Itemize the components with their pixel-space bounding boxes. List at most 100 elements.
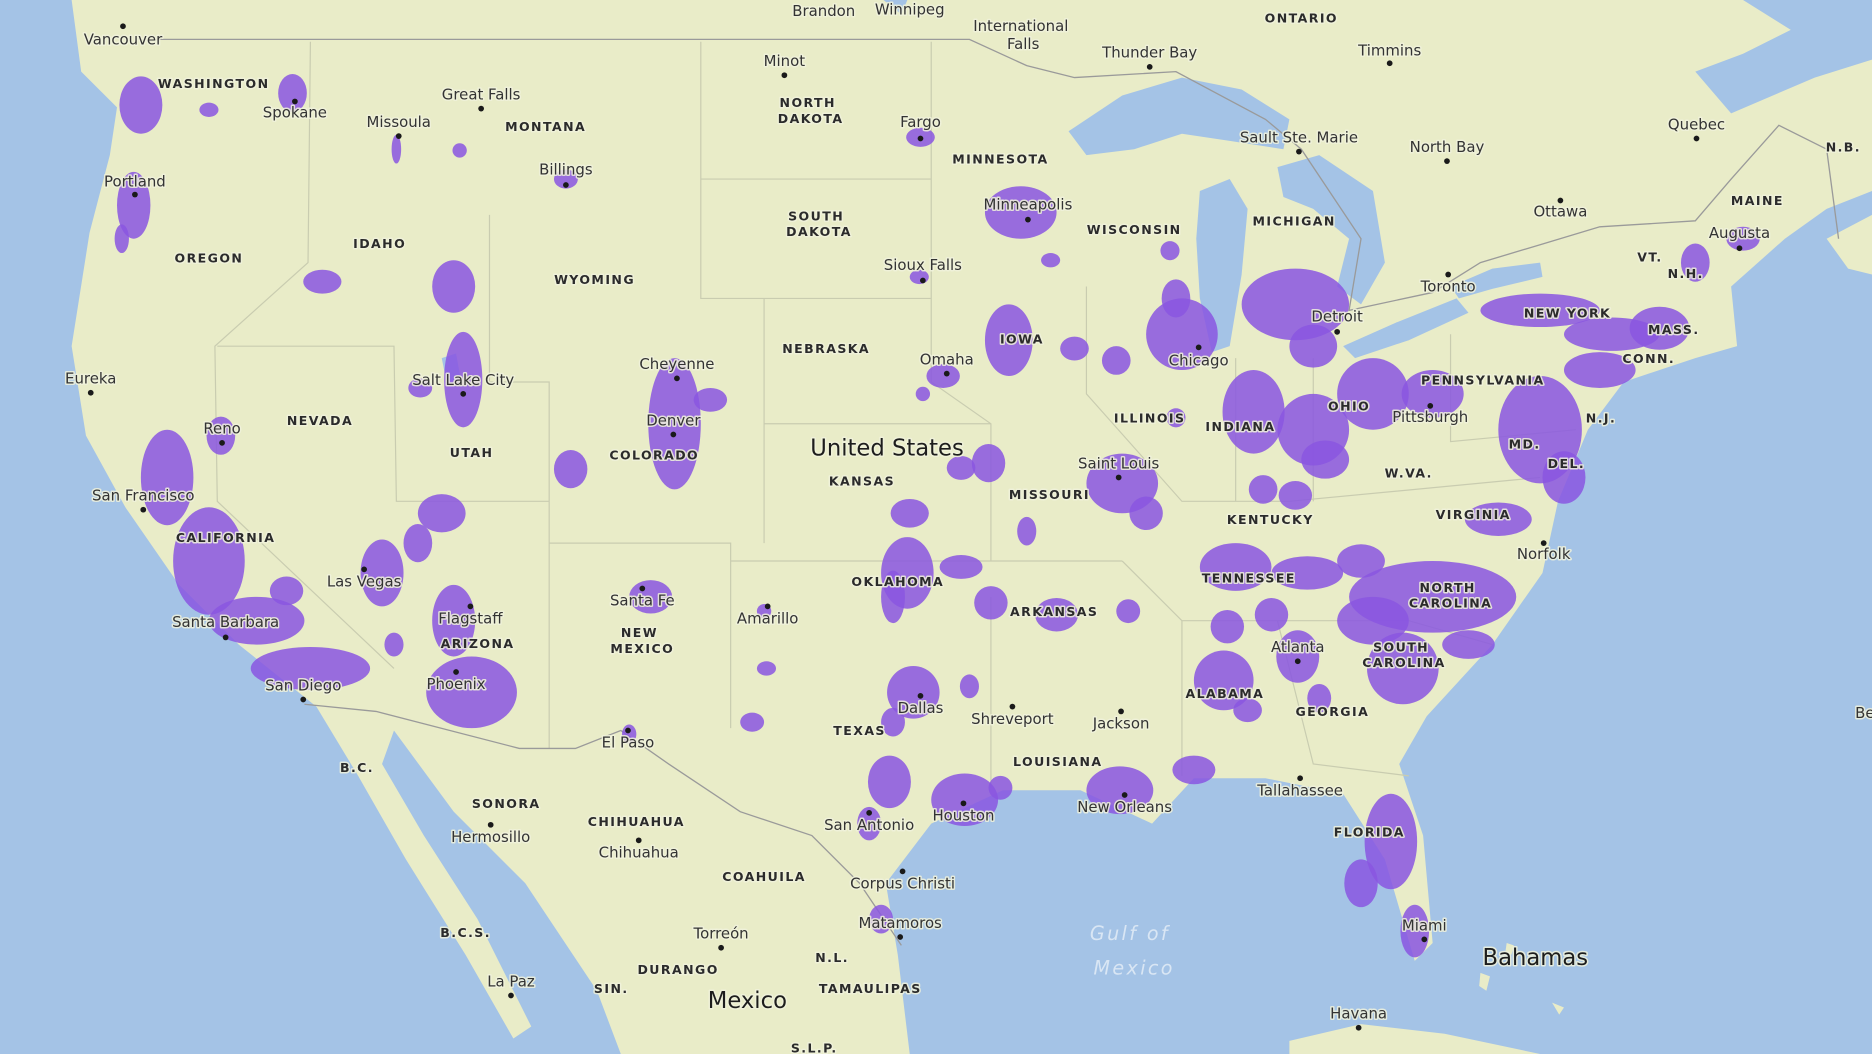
coverage-area (1680, 243, 1710, 282)
region-label: MICHIGAN (1252, 214, 1335, 229)
label-line: SOUTH (1373, 639, 1435, 654)
country-label: Bahamas (1483, 945, 1589, 971)
city-label: Tallahassee (1256, 781, 1343, 799)
region-label: NORTH DAKOTA (778, 95, 844, 126)
city-dot (1297, 775, 1303, 782)
coverage-area (384, 632, 404, 657)
coverage-area (881, 570, 905, 624)
city-dot (670, 431, 677, 438)
region-label: B.C.S. (440, 925, 491, 940)
region-label: IDAHO (353, 236, 406, 251)
coverage-area (173, 507, 245, 615)
coverage-area (890, 498, 929, 528)
city-dot (1540, 540, 1547, 546)
lakes (441, 0, 1543, 382)
region-label: OREGON (175, 251, 244, 266)
city-label: Santa Barbara (172, 613, 279, 631)
region-label: ALABAMA (1186, 686, 1265, 701)
city-dot (1444, 158, 1450, 165)
coverage-area (114, 224, 129, 254)
city-dot (1421, 936, 1428, 943)
city-dot (132, 191, 138, 198)
coverage-area (1307, 683, 1332, 713)
city-label: Quebec (1668, 115, 1725, 133)
label-line: CAROLINA (1409, 595, 1492, 610)
water-label: Gulf of Mexico (1090, 922, 1179, 980)
coverage-area (117, 171, 151, 239)
region-label: DURANGO (637, 962, 718, 977)
coverage-area (1563, 352, 1636, 388)
coverage-area (1041, 253, 1061, 268)
city-dot (395, 133, 402, 139)
lake-michigan (1196, 179, 1248, 353)
coverage-area (1271, 556, 1344, 590)
city-dot (960, 800, 967, 807)
us-canada-border (155, 38, 1840, 312)
region-label: KENTUCKY (1227, 512, 1314, 527)
label-line: SOUTH (788, 208, 850, 223)
city-label: Torreón (693, 925, 749, 943)
city-label: Cheyenne (639, 355, 714, 373)
city-label: Corpus Christi (850, 875, 955, 893)
cuba (1289, 1024, 1541, 1054)
region-label: FLORIDA (1334, 825, 1405, 840)
region-label: OKLAHOMA (851, 574, 944, 589)
city-label: Atlanta (1271, 638, 1324, 656)
region-label: N.L. (815, 950, 849, 965)
coverage-area (426, 656, 517, 729)
city-label: Salt Lake City (412, 371, 514, 389)
city-label: Omaha (920, 350, 974, 368)
lake-superior (1068, 77, 1290, 156)
city-label: Missoula (367, 113, 431, 131)
coverage-area (1160, 241, 1180, 261)
region-label: SOUTH DAKOTA (786, 208, 852, 239)
coverage-area (119, 76, 163, 134)
label-line: MEXICO (610, 640, 674, 655)
city-label: Las Vegas (327, 573, 402, 591)
city-label: Brandon (792, 2, 855, 20)
label-line: Mexico (1094, 956, 1175, 979)
coverage-area (1161, 279, 1191, 318)
city-label: San Antonio (824, 816, 914, 834)
region-label: W.VA. (1385, 465, 1433, 480)
city-dot (1296, 148, 1302, 155)
region-label: MISSOURI (1009, 487, 1090, 502)
city-label: Hermosillo (451, 828, 530, 846)
national-borders (155, 38, 1840, 946)
coverage-area (926, 364, 960, 388)
coverage-area (931, 773, 999, 827)
region-label: GEORGIA (1295, 704, 1369, 719)
city-label: Augusta (1709, 224, 1770, 242)
city-dot (1445, 271, 1452, 278)
label-line: NEW (621, 625, 664, 640)
city-dot (674, 375, 680, 382)
city-label: Timmins (1357, 41, 1421, 59)
city-dot (1693, 135, 1700, 142)
region-label: UTAH (450, 445, 494, 460)
city-label: Thunder Bay (1101, 44, 1197, 62)
coverage-area (1726, 226, 1760, 251)
coverage-area (1364, 793, 1418, 890)
city-label: International Falls (973, 17, 1073, 53)
label-line: NORTH (1419, 579, 1481, 594)
city-dot (467, 603, 474, 610)
coverage-area (971, 444, 1006, 483)
city-dot (300, 696, 307, 703)
coverage-area (915, 386, 931, 402)
region-label: TENNESSEE (1202, 570, 1296, 585)
coverage-area (278, 74, 307, 113)
city-dot (87, 389, 94, 396)
country-label: United States (810, 435, 964, 461)
coverage-area (1301, 440, 1350, 479)
city-dot (563, 182, 569, 188)
city-label: Dallas (898, 699, 944, 717)
coverage-area (1101, 346, 1131, 375)
city-dot (1557, 197, 1564, 204)
coverage-area (1248, 475, 1278, 504)
city-label: North Bay (1410, 138, 1485, 156)
city-dot (943, 370, 950, 377)
city-label: Jackson (1092, 715, 1150, 733)
city-dot (917, 693, 924, 699)
region-label: MAINE (1731, 193, 1784, 208)
region-label: NORTH CAROLINA (1409, 579, 1492, 610)
